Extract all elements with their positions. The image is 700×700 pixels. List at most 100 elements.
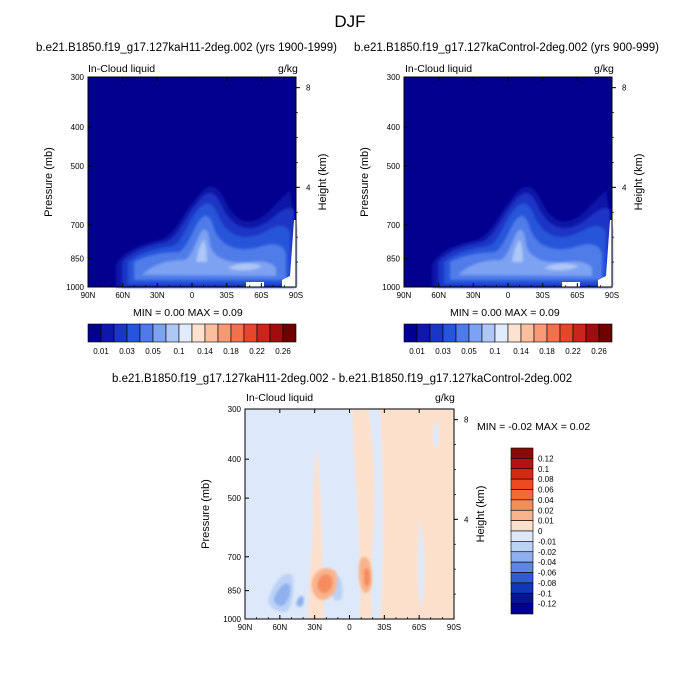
colorbar-label: 0.01 (93, 347, 109, 356)
panel1-colorbar: 0.01 0.03 0.05 0.1 0.14 0.18 0.22 0.26 (87, 323, 297, 356)
colorbar-swatch (87, 323, 102, 343)
colorbar-label: 0.03 (435, 347, 451, 356)
figure-title: DJF (334, 12, 366, 31)
y2-tick-label: 4 (306, 183, 311, 192)
colorbar-swatch (533, 323, 548, 343)
colorbar-label: -0.12 (538, 600, 557, 609)
colorbar-swatch (204, 323, 219, 343)
panel3-title: b.e21.B1850.f19_g17.127kaH11-2deg.002 - … (112, 373, 573, 385)
y2-tick-label: 8 (306, 84, 311, 93)
colorbar-swatch (217, 323, 232, 343)
colorbar-label: -0.02 (538, 548, 557, 557)
colorbar-swatch (510, 530, 534, 542)
panel3-variable-label: In-Cloud liquid (246, 392, 314, 404)
x-tick-label: 60N (115, 291, 130, 300)
panel2-variable-label: In-Cloud liquid (405, 63, 473, 75)
colorbar-label: 0.14 (197, 347, 213, 356)
panel3-axes: 90N 60N 30N 0 30S 60S 90S 300 400 500 700 850 1000 8 4… (200, 405, 487, 632)
panel2-axes: 90N 60N 30N 0 30S 60S 90S 300 400 500 700 850 1000 8 4… (359, 73, 645, 300)
y-tick-label: 700 (228, 553, 242, 562)
colorbar-label: -0.06 (538, 569, 557, 578)
colorbar-label: 0.01 (409, 347, 425, 356)
y-tick-label: 500 (228, 494, 242, 503)
colorbar-swatch (165, 323, 180, 343)
colorbar-swatch (481, 323, 496, 343)
colorbar-swatch (510, 499, 534, 511)
colorbar-swatch (585, 323, 600, 343)
colorbar-swatch (139, 323, 154, 343)
colorbar-swatch (152, 323, 167, 343)
panel2-minmax: MIN = 0.00 MAX = 0.09 (450, 307, 560, 319)
colorbar-swatch (507, 323, 522, 343)
colorbar-swatch (510, 541, 534, 553)
x-tick-label: 90S (605, 291, 619, 300)
panel2-colorbar: 0.01 0.03 0.05 0.1 0.14 0.18 0.22 0.26 (403, 323, 613, 356)
panel3-minmax: MIN = -0.02 MAX = 0.02 (477, 421, 591, 433)
colorbar-label: 0.05 (145, 347, 161, 356)
y-tick-label: 1000 (382, 283, 400, 292)
colorbar-label: 0.14 (513, 347, 529, 356)
y-tick-label: 850 (71, 255, 85, 264)
colorbar-swatch (100, 323, 115, 343)
colorbar-label: 0 (538, 527, 543, 536)
colorbar-label: 0.26 (275, 347, 291, 356)
x-tick-label: 60S (254, 291, 268, 300)
x-tick-label: 30N (466, 291, 481, 300)
colorbar-swatch (243, 323, 258, 343)
colorbar-swatch (510, 489, 534, 501)
x-tick-label: 30N (150, 291, 165, 300)
colorbar-label: 0.01 (538, 517, 554, 526)
y2-axis-title: Height (km) (633, 154, 645, 211)
y-tick-label: 850 (228, 587, 242, 596)
colorbar-swatch (455, 323, 470, 343)
y-tick-label: 1000 (223, 615, 241, 624)
colorbar-label: -0.04 (538, 558, 557, 567)
colorbar-swatch (416, 323, 431, 343)
x-tick-label: 90N (81, 291, 96, 300)
panel1-field (88, 77, 296, 287)
colorbar-swatch (510, 458, 534, 470)
panel1-minmax: MIN = 0.00 MAX = 0.09 (133, 307, 243, 319)
colorbar-label: 0.03 (119, 347, 135, 356)
x-tick-label: 0 (190, 291, 195, 300)
y2-tick-label: 4 (464, 515, 469, 524)
panel1-title: b.e21.B1850.f19_g17.127kaH11-2deg.002 (y… (36, 42, 337, 54)
y-tick-label: 400 (387, 123, 401, 132)
x-tick-label: 30S (377, 623, 391, 632)
colorbar-label: -0.1 (538, 589, 552, 598)
colorbar-label: 0.26 (591, 347, 607, 356)
panel3-colorbar: 0.120.10.080.060.040.020.010-0.01-0.02-0… (510, 447, 557, 615)
x-tick-label: 90N (397, 291, 412, 300)
colorbar-label: -0.08 (538, 579, 557, 588)
colorbar-swatch (546, 323, 561, 343)
colorbar-label: 0.1 (489, 347, 501, 356)
x-tick-label: 90S (289, 291, 303, 300)
colorbar-swatch (178, 323, 193, 343)
y2-tick-label: 4 (622, 183, 627, 192)
y-tick-label: 850 (387, 255, 401, 264)
panel1-units-label: g/kg (278, 63, 298, 75)
colorbar-swatch (256, 323, 271, 343)
panel2-field (404, 77, 612, 287)
x-tick-label: 0 (347, 623, 352, 632)
x-tick-label: 90S (447, 623, 461, 632)
colorbar-swatch (126, 323, 141, 343)
colorbar-swatch (494, 323, 509, 343)
colorbar-swatch (510, 572, 534, 584)
y-tick-label: 300 (387, 73, 401, 82)
y-tick-label: 300 (71, 73, 85, 82)
panel1-axes: 90N 60N 30N 0 30S 60S 90S 300 400 500 700 850 1000 8 4… (43, 73, 329, 300)
y-tick-label: 500 (71, 162, 85, 171)
colorbar-swatch (403, 323, 418, 343)
y-axis-title: Pressure (mb) (43, 147, 55, 217)
colorbar-swatch (510, 603, 534, 615)
colorbar-swatch (269, 323, 284, 343)
x-tick-label: 30N (307, 623, 322, 632)
colorbar-label: 0.18 (539, 347, 555, 356)
y-tick-label: 1000 (66, 283, 84, 292)
y-axis-title: Pressure (mb) (200, 479, 212, 549)
colorbar-label: 0.05 (461, 347, 477, 356)
y2-axis-title: Height (km) (317, 154, 329, 211)
y-tick-label: 300 (228, 405, 242, 414)
